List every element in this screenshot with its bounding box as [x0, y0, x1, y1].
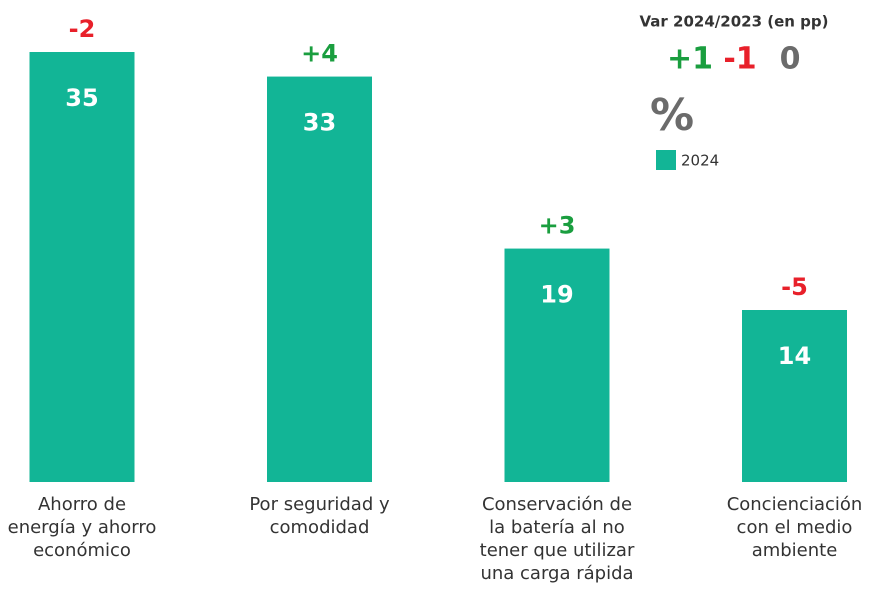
- variation-label: -5: [781, 273, 808, 301]
- bar: [267, 76, 372, 483]
- value-label: 33: [303, 109, 336, 137]
- x-tick-label-line: comodidad: [270, 517, 370, 538]
- legend-label: 2024: [681, 152, 719, 170]
- x-tick-label-line: Conservación de: [482, 494, 632, 515]
- x-tick-label-line: Concienciación: [727, 494, 863, 515]
- variation-label: -2: [69, 15, 96, 43]
- variation-legend-title: Var 2024/2023 (en pp): [640, 13, 829, 31]
- legend-swatch: [656, 150, 676, 170]
- bar: [504, 248, 610, 482]
- x-tick-label-line: económico: [33, 540, 131, 561]
- x-tick-label-line: energía y ahorro: [8, 517, 157, 538]
- bar: [742, 310, 847, 482]
- value-label: 14: [778, 342, 811, 370]
- value-label: 35: [65, 84, 98, 112]
- variation-legend-item: +1: [667, 42, 713, 77]
- x-tick-label-line: con el medio: [737, 517, 853, 538]
- x-tick-label: Por seguridad y comodidad: [249, 494, 390, 538]
- x-tick-label-line: tener que utilizar: [480, 540, 635, 561]
- unit-label: %: [650, 90, 694, 141]
- variation-label: +3: [539, 212, 576, 240]
- x-tick-label-line: Por seguridad y: [249, 494, 390, 515]
- x-tick-label-line: Ahorro de: [38, 494, 126, 515]
- bar: [29, 52, 135, 482]
- x-tick-label-line: la batería al no: [489, 517, 625, 538]
- value-label: 19: [540, 281, 573, 309]
- x-tick-label: Ahorro de energía y ahorro económico: [8, 494, 157, 561]
- variation-legend-item: -1: [723, 42, 756, 77]
- x-tick-label-line: ambiente: [752, 540, 838, 561]
- variation-label: +4: [301, 40, 338, 68]
- x-tick-label: Concienciación con el medio ambiente: [727, 494, 863, 561]
- x-tick-label: Conservación de la batería al no tener que…: [480, 494, 635, 584]
- x-tick-label-line: una carga rápida: [480, 563, 633, 584]
- variation-legend-item: 0: [780, 42, 801, 77]
